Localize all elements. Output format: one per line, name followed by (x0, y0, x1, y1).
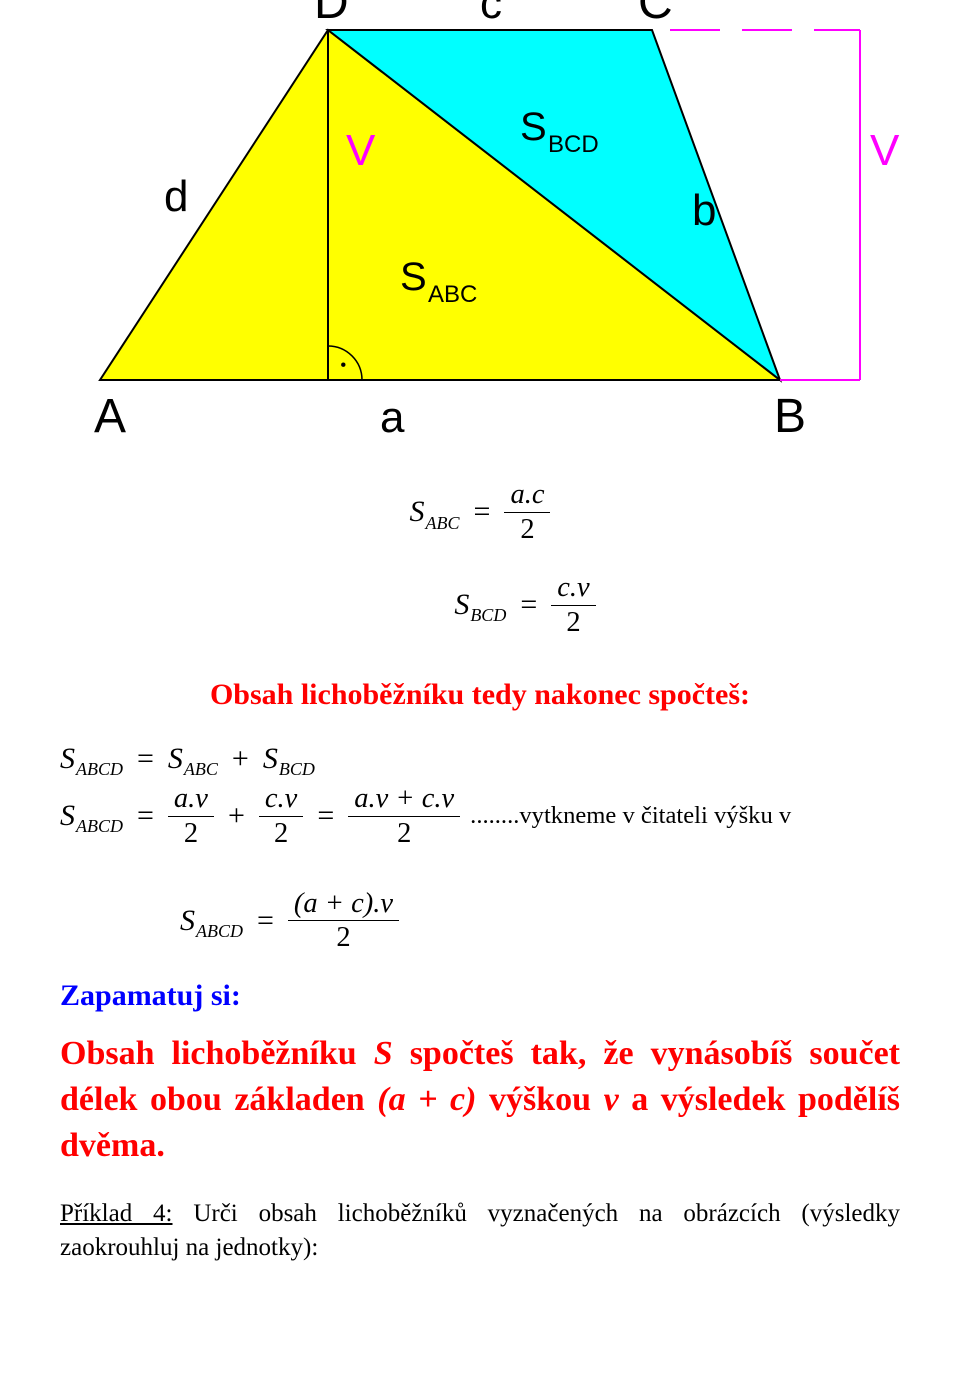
area-label-sabc: S (400, 255, 427, 299)
formula-final: SABCD = (a + c).v2 (180, 889, 900, 954)
sym-s: S (410, 495, 425, 528)
height-label-v-left: V (346, 126, 376, 175)
vertex-label-a: A (94, 390, 126, 443)
frac-num: c.v (551, 573, 595, 606)
summary-text: Obsah lichoběžníku S spočteš tak, že vyn… (60, 1031, 900, 1169)
sym-sub: ABC (426, 513, 460, 533)
area-label-sabc-sub: ABC (428, 281, 477, 308)
area-label-sbcd: S (520, 105, 547, 149)
side-label-d: d (164, 172, 188, 221)
area-label-sbcd-sub: BCD (548, 131, 599, 158)
task-4: Příklad 4: Urči obsah lichoběžníků vyzna… (60, 1197, 900, 1265)
frac-den: 2 (566, 606, 580, 638)
trapezoid-svg: A B C D a b c d V V S ABC S BCD (60, 0, 900, 450)
vertex-label-d: D (314, 0, 349, 29)
formula-sabc-sbcd: SABC = a.c2 SBCD = c.v2 (60, 480, 900, 638)
task-lead: Příklad 4: (60, 1200, 173, 1227)
trapezoid-figure: A B C D a b c d V V S ABC S BCD (60, 0, 900, 450)
side-label-c: c (480, 0, 502, 28)
vertex-label-c: C (638, 0, 673, 29)
side-label-b: b (692, 186, 716, 235)
headline-red: Obsah lichoběžníku tedy nakonec spočteš: (60, 678, 900, 712)
formula-sum-line2: SABCD = a.v2 + c.v2 = a.v + c.v2 .......… (60, 784, 900, 849)
height-label-v-right: V (870, 126, 900, 175)
task-body: Urči obsah lichoběžníků vyznačených na o… (60, 1200, 900, 1261)
sym-s: S (454, 588, 469, 621)
side-label-a: a (380, 393, 405, 442)
vertex-label-b: B (774, 390, 806, 443)
sym-sub: BCD (470, 605, 506, 625)
frac-den: 2 (520, 513, 534, 545)
frac-num: a.c (504, 480, 550, 513)
tail-note: ........vytkneme v čitateli výšku v (470, 802, 791, 830)
remember-label: Zapamatuj si: (60, 979, 900, 1013)
formula-sum-line1: SABCD = SABC + SBCD (60, 742, 900, 776)
right-angle-dot-icon (341, 363, 345, 367)
